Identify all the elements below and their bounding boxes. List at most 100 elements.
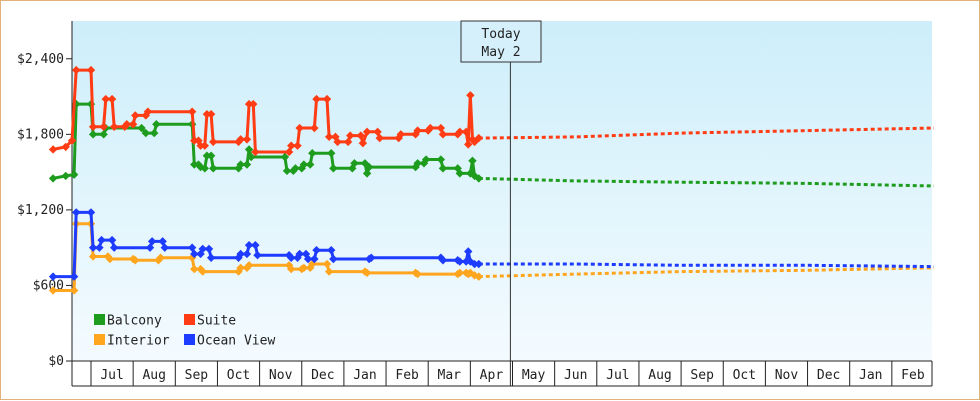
month-label: Feb xyxy=(901,368,925,383)
suite-point xyxy=(200,141,210,150)
balcony-point xyxy=(364,162,374,172)
balcony-point xyxy=(137,123,146,133)
ocean-view-point xyxy=(147,237,157,246)
suite-point xyxy=(196,141,205,150)
month-label: Dec xyxy=(817,368,840,383)
ocean-view-point xyxy=(158,237,167,246)
suite-point xyxy=(324,132,334,142)
interior-point xyxy=(198,267,207,276)
interior-point xyxy=(187,253,197,262)
legend-swatch-balcony xyxy=(94,314,105,325)
balcony-point xyxy=(362,169,372,178)
suite-point xyxy=(413,126,422,135)
balcony-point xyxy=(299,160,309,169)
interior-point xyxy=(156,253,165,262)
suite-point xyxy=(333,137,342,147)
suite-point xyxy=(295,123,304,133)
balcony-point xyxy=(141,128,150,138)
balcony-point xyxy=(350,159,359,168)
ocean-view-point xyxy=(69,272,79,281)
suite-point xyxy=(461,127,471,137)
legend-label-balcony: Balcony xyxy=(107,314,162,329)
ocean-view-point xyxy=(160,243,169,252)
balcony-point xyxy=(455,169,465,178)
balcony-point xyxy=(209,164,218,173)
balcony-point xyxy=(88,130,98,139)
ocean-view-point xyxy=(438,256,448,265)
month-label: Dec xyxy=(311,368,334,383)
interior-forecast-line xyxy=(478,266,935,279)
suite-point xyxy=(436,123,446,133)
suite-point xyxy=(202,109,212,119)
suite-point xyxy=(131,111,140,120)
ocean-view-point xyxy=(198,244,207,254)
balcony-point xyxy=(246,152,256,162)
y-tick-label: $1,200 xyxy=(17,203,64,218)
balcony-point xyxy=(468,156,477,165)
ocean-view-point xyxy=(253,251,262,260)
interior-point xyxy=(69,286,79,295)
ocean-view-forecast-line xyxy=(478,262,935,269)
interior-point xyxy=(455,268,465,278)
suite-point xyxy=(470,137,479,147)
ocean-view-point xyxy=(251,240,260,250)
balcony-point xyxy=(61,171,70,181)
suite-point xyxy=(466,91,475,100)
suite-point xyxy=(343,137,353,147)
ocean-view-point xyxy=(464,247,473,256)
suite-point xyxy=(187,107,197,116)
suite-point xyxy=(358,138,368,148)
interior-point xyxy=(190,264,199,274)
suite-point xyxy=(426,123,435,133)
balcony-point xyxy=(327,149,336,158)
month-label: Sep xyxy=(185,368,209,383)
suite-point xyxy=(86,65,96,75)
ocean-view-point xyxy=(287,253,296,262)
suite-point xyxy=(99,122,108,131)
month-label: Apr xyxy=(480,368,504,383)
ocean-view-point xyxy=(97,235,106,245)
legend-swatch-ocean-view xyxy=(184,334,195,345)
month-label: Nov xyxy=(269,368,293,383)
suite-point xyxy=(128,120,138,129)
ocean-view-point xyxy=(145,243,155,252)
balcony-point xyxy=(242,160,252,169)
balcony-point xyxy=(291,164,300,173)
suite-point xyxy=(356,131,365,140)
suite-forecast-line xyxy=(478,126,935,140)
suite-point xyxy=(455,127,465,137)
ocean-view-point xyxy=(461,257,471,266)
ocean-view-point xyxy=(455,257,465,266)
ocean-view-point xyxy=(206,253,216,262)
suite-point xyxy=(234,137,243,147)
month-label: Aug xyxy=(142,368,165,383)
suite-point xyxy=(310,123,319,133)
ocean-view-point xyxy=(72,208,81,217)
suite-point xyxy=(88,122,98,131)
legend-label-interior: Interior xyxy=(107,334,170,349)
balcony-point xyxy=(152,120,161,129)
ocean-view-point xyxy=(236,249,245,259)
suite-point xyxy=(206,109,216,119)
y-tick-label: $1,800 xyxy=(17,127,64,142)
interior-point xyxy=(287,264,296,274)
ocean-view-point xyxy=(204,244,214,254)
interior-point xyxy=(474,272,483,281)
ocean-view-point xyxy=(470,259,479,269)
balcony-point xyxy=(329,164,338,173)
suite-point xyxy=(287,141,296,150)
suite-point xyxy=(61,142,70,152)
interior-point xyxy=(236,263,245,273)
today-callout-title: Today xyxy=(481,27,520,42)
suite-point xyxy=(244,99,254,109)
month-label: Jun xyxy=(564,368,587,383)
balcony-point xyxy=(438,164,448,173)
suite-point xyxy=(72,65,81,75)
balcony-point xyxy=(470,171,479,181)
suite-point xyxy=(438,130,448,139)
suite-point xyxy=(109,122,119,131)
interior-point xyxy=(244,261,254,270)
suite-point xyxy=(249,99,258,109)
